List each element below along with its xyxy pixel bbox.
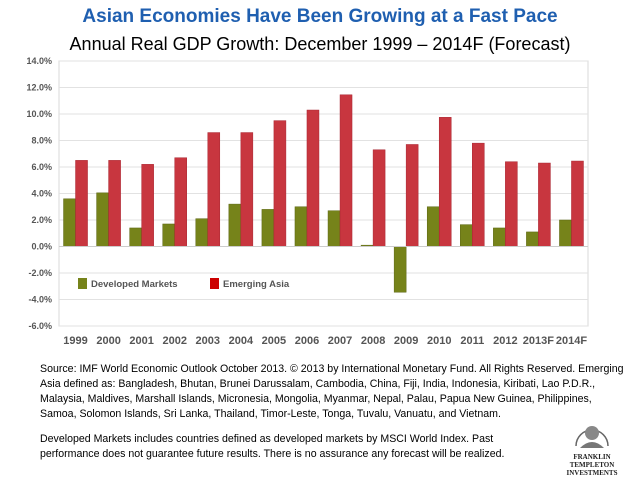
bar-emerging-asia	[141, 164, 154, 247]
y-tick-label: 6.0%	[31, 162, 52, 172]
bar-developed-markets	[195, 218, 209, 247]
bar-developed-markets	[526, 231, 539, 247]
y-tick-label: -4.0%	[28, 295, 52, 305]
y-tick-label: 2.0%	[31, 215, 52, 225]
bar-emerging-asia	[174, 157, 187, 247]
bar-emerging-asia	[339, 94, 353, 247]
legend-label: Emerging Asia	[223, 279, 290, 290]
x-tick-label: 2000	[96, 335, 120, 347]
portrait-icon	[575, 426, 609, 448]
chart-title: Asian Economies Have Been Growing at a F…	[82, 6, 558, 27]
x-tick-label: 2008	[361, 335, 385, 347]
bar-emerging-asia	[75, 160, 88, 247]
bar-emerging-asia	[505, 161, 518, 247]
y-tick-label: 12.0%	[26, 83, 52, 93]
x-tick-label: 1999	[63, 335, 87, 347]
x-tick-label: 2013F	[523, 335, 554, 347]
y-tick-label: 14.0%	[26, 56, 52, 66]
y-tick-label: 0.0%	[31, 242, 52, 252]
bar-developed-markets	[327, 210, 341, 247]
source-note: Source: IMF World Economic Outlook Octob…	[40, 363, 624, 420]
x-tick-label: 2011	[460, 335, 484, 347]
bar-developed-markets	[460, 224, 473, 247]
legend-swatch	[210, 278, 219, 289]
x-tick-label: 2014F	[556, 335, 587, 347]
x-tick-label: 2003	[196, 335, 220, 347]
x-tick-label: 2004	[229, 335, 254, 347]
bar-emerging-asia	[273, 120, 287, 247]
legend-swatch	[78, 278, 87, 289]
legend-label: Developed Markets	[91, 279, 178, 290]
bar-emerging-asia	[405, 144, 419, 247]
x-tick-label: 2007	[328, 335, 352, 347]
x-tick-label: 2001	[129, 335, 153, 347]
bar-developed-markets	[162, 223, 175, 247]
y-tick-label: 8.0%	[31, 136, 52, 146]
bar-developed-markets	[294, 206, 308, 247]
bar-emerging-asia	[438, 117, 452, 247]
bar-developed-markets	[63, 198, 76, 247]
bar-emerging-asia	[240, 132, 254, 247]
x-tick-label: 2009	[394, 335, 418, 347]
logo-line2: INVESTMENTS	[566, 469, 618, 477]
x-tick-label: 2012	[493, 335, 517, 347]
bar-emerging-asia	[571, 160, 584, 247]
logo-line1: FRANKLIN TEMPLETON	[569, 453, 615, 469]
franklin-templeton-logo: FRANKLIN TEMPLETON INVESTMENTS	[552, 418, 632, 477]
bar-developed-markets	[559, 219, 572, 247]
bar-emerging-asia	[472, 142, 485, 247]
y-tick-label: -2.0%	[28, 268, 52, 278]
x-tick-label: 2005	[262, 335, 286, 347]
bar-emerging-asia	[108, 160, 121, 247]
chart-subtitle: Annual Real GDP Growth: December 1999 – …	[69, 34, 571, 54]
y-tick-label: 10.0%	[26, 109, 52, 119]
bar-developed-markets	[261, 209, 275, 247]
bar-emerging-asia	[306, 109, 320, 247]
bar-emerging-asia	[372, 149, 386, 247]
bar-emerging-asia	[207, 132, 221, 247]
bar-developed-markets	[129, 227, 142, 247]
disclaimer-note: Developed Markets includes countries def…	[40, 433, 505, 460]
bar-developed-markets	[426, 206, 440, 247]
bar-chart: 14.0% 12.0% 10.0% 8.0% 6.0% 4.0% 2.0% 0.0% -2.0%…	[26, 56, 589, 347]
bar-emerging-asia	[538, 162, 551, 247]
bar-developed-markets	[228, 203, 242, 247]
bar-developed-markets	[393, 246, 407, 293]
x-tick-label: 2006	[295, 335, 319, 347]
x-tick-label: 2002	[162, 335, 186, 347]
x-tick-label: 2010	[427, 335, 451, 347]
bar-developed-markets	[493, 227, 506, 247]
bar-developed-markets	[96, 192, 109, 247]
y-tick-label: 4.0%	[31, 189, 52, 199]
y-tick-label: -6.0%	[28, 321, 52, 331]
